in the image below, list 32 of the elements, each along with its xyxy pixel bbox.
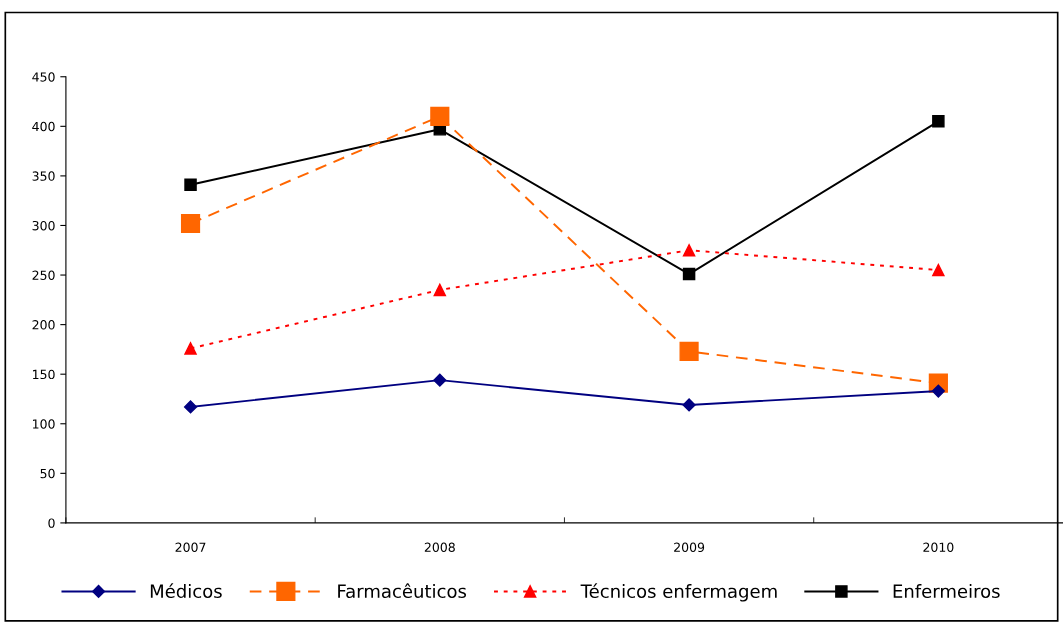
point [180, 213, 201, 234]
y-tick-label: 50 [40, 468, 55, 479]
point [184, 178, 197, 192]
point [183, 400, 198, 414]
legend-label: Técnicos enfermagem [580, 583, 777, 602]
x-tick-label: 2009 [674, 542, 705, 553]
legend-label: Médicos [150, 583, 222, 599]
point [932, 115, 945, 128]
legend-label: Farmacêuticos [338, 583, 467, 599]
y-tick-label: 400 [32, 121, 55, 132]
y-tick-label: 250 [32, 270, 55, 280]
x-tick-label: 2007 [175, 542, 206, 553]
y-tick-label: 450 [32, 72, 55, 82]
point [433, 373, 447, 387]
point [433, 283, 447, 297]
y-tick-label: 0 [48, 518, 55, 528]
y-tick-label: 350 [32, 171, 55, 181]
x-tick-label: 2008 [424, 542, 455, 553]
point [682, 244, 696, 257]
point [430, 106, 450, 126]
y-tick-label: 200 [32, 320, 55, 330]
point [184, 342, 197, 355]
y-tick-label: 300 [32, 220, 55, 231]
point [932, 263, 945, 277]
y-tick-label: 150 [33, 369, 55, 380]
point [931, 384, 945, 398]
point [682, 267, 696, 281]
x-tick-label: 2010 [923, 542, 954, 553]
y-tick-label: 100 [33, 419, 55, 429]
point [679, 341, 699, 361]
legend-label: Enfermeiros [893, 584, 1000, 599]
point [682, 398, 696, 412]
